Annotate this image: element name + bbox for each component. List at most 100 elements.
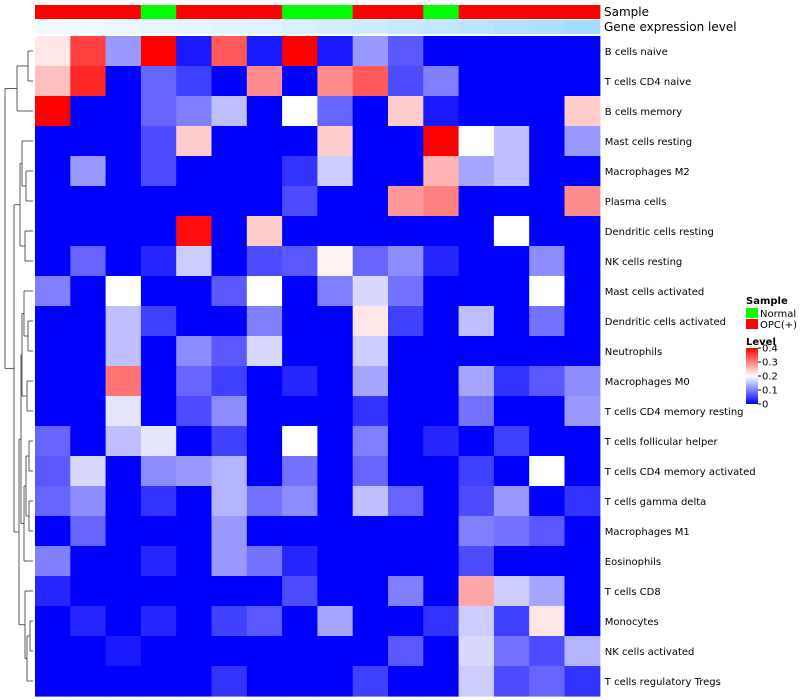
heatmap-cell <box>388 486 424 517</box>
heatmap-cell <box>246 636 283 667</box>
gene-level-cell <box>282 20 318 34</box>
heatmap-cell <box>317 66 354 97</box>
heatmap-cell <box>493 336 530 367</box>
heatmap-cell <box>211 666 248 697</box>
heatmap-cell <box>282 456 318 487</box>
heatmap-cell <box>176 66 213 97</box>
heatmap-cell <box>388 576 424 607</box>
heatmap-cell <box>211 126 248 157</box>
row-label: Mast cells activated <box>605 287 704 298</box>
heatmap-cell <box>564 336 601 367</box>
heatmap-cell <box>564 246 601 277</box>
level-tick-label: 0.3 <box>762 358 778 369</box>
heatmap-cell <box>388 126 424 157</box>
heatmap-cell <box>493 636 530 667</box>
heatmap-cell <box>388 396 424 427</box>
heatmap-cell <box>140 366 177 397</box>
heatmap-cell <box>423 366 460 397</box>
heatmap-cell <box>317 336 354 367</box>
heatmap-cell <box>493 426 530 457</box>
heatmap-cell <box>529 156 566 187</box>
heatmap-cell <box>423 636 460 667</box>
gene-level-cell <box>423 20 460 34</box>
heatmap-cell <box>388 336 424 367</box>
heatmap-cell <box>493 606 530 637</box>
heatmap-cell <box>70 366 107 397</box>
heatmap-cell <box>282 246 318 277</box>
heatmap-cell <box>458 486 495 517</box>
heatmap-cell <box>211 576 248 607</box>
heatmap-cell <box>70 66 107 97</box>
sample-cell <box>176 5 213 19</box>
heatmap-cell <box>70 186 107 217</box>
heatmap-cell <box>529 636 566 667</box>
heatmap-cell <box>246 666 283 697</box>
heatmap-cell <box>176 366 213 397</box>
heatmap-cell <box>458 666 495 697</box>
sample-cell <box>70 5 107 19</box>
heatmap-cell <box>458 636 495 667</box>
heatmap-cell <box>105 276 142 307</box>
heatmap-cell <box>140 36 177 67</box>
level-tick-label: 0.1 <box>762 386 778 397</box>
heatmap-cell <box>246 576 283 607</box>
gene-level-cell <box>529 20 566 34</box>
heatmap-cell <box>140 576 177 607</box>
heatmap-cell <box>388 36 424 67</box>
heatmap-cell <box>458 36 495 67</box>
heatmap-cell <box>458 576 495 607</box>
row-label: T cells regulatory Tregs <box>604 677 721 688</box>
row-label: B cells naive <box>605 47 668 58</box>
heatmap-cell <box>35 306 71 337</box>
heatmap-cell <box>176 246 213 277</box>
heatmap-cell <box>140 186 177 217</box>
row-dendrogram <box>4 50 33 682</box>
heatmap-cell <box>282 66 318 97</box>
legend-opc-label: OPC(+) <box>760 320 797 331</box>
heatmap-cell <box>176 666 213 697</box>
heatmap-cell <box>423 156 460 187</box>
heatmap-cell <box>140 126 177 157</box>
heatmap-cell <box>211 36 248 67</box>
heatmap-cell <box>246 36 283 67</box>
sample-cell <box>493 5 530 19</box>
heatmap-cell <box>317 456 354 487</box>
sample-cell <box>282 5 318 19</box>
heatmap-cell <box>140 156 177 187</box>
heatmap-cell <box>35 216 71 247</box>
heatmap-cell <box>176 636 213 667</box>
heatmap-cell <box>458 246 495 277</box>
heatmap-cell <box>246 516 283 547</box>
heatmap-cell <box>246 456 283 487</box>
heatmap-cell <box>388 426 424 457</box>
heatmap-cell <box>211 216 248 247</box>
heatmap-cell <box>35 486 71 517</box>
heatmap-cell <box>352 336 389 367</box>
gene-level-cell <box>70 20 107 34</box>
heatmap-cell <box>317 606 354 637</box>
heatmap-cell <box>529 216 566 247</box>
heatmap-cell <box>282 666 318 697</box>
gene-level-cell <box>458 20 495 34</box>
heatmap-cell <box>493 246 530 277</box>
sample-cell <box>458 5 495 19</box>
gene-level-cell <box>493 20 530 34</box>
sample-cell <box>140 5 177 19</box>
heatmap-cell <box>282 486 318 517</box>
heatmap-cell <box>564 426 601 457</box>
gene-expression-annotation-bar <box>35 20 601 34</box>
heatmap-cell <box>458 306 495 337</box>
gene-level-cell <box>388 20 424 34</box>
heatmap-cell <box>493 456 530 487</box>
heatmap-cell <box>529 486 566 517</box>
heatmap-cell <box>282 606 318 637</box>
heatmap-cell <box>317 246 354 277</box>
heatmap-cell <box>35 636 71 667</box>
heatmap-cell <box>352 66 389 97</box>
heatmap-cell <box>35 126 71 157</box>
heatmap-cell <box>70 636 107 667</box>
heatmap-cell <box>282 126 318 157</box>
heatmap-cell <box>564 486 601 517</box>
heatmap-cell <box>176 306 213 337</box>
heatmap-cell <box>105 186 142 217</box>
